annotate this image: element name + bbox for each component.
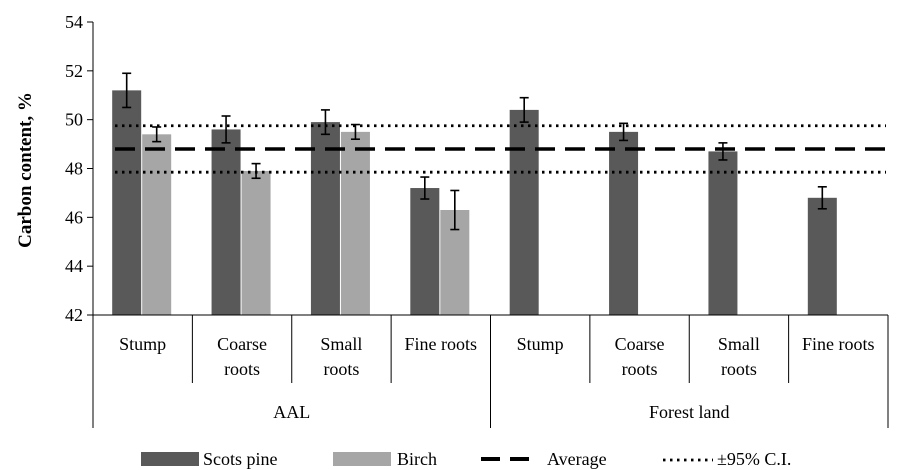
legend: Scots pine Birch Average ±95% C.I.: [141, 449, 791, 469]
legend-swatch-birch: [333, 452, 391, 466]
y-tick-label: 46: [65, 207, 83, 227]
bars: [112, 90, 837, 316]
bar-birch: [142, 134, 172, 315]
x-category-label: Small: [718, 334, 760, 354]
x-category-label: Stump: [119, 334, 166, 354]
x-group-label: Forest land: [649, 402, 730, 422]
bar-scots-pine: [410, 188, 440, 315]
legend-swatch-scots-pine: [141, 452, 199, 466]
x-category-label: Coarse: [217, 334, 267, 354]
y-tick-label: 50: [65, 110, 83, 130]
bar-birch: [241, 170, 271, 315]
x-category-label: Small: [320, 334, 362, 354]
y-tick-label: 48: [65, 159, 83, 179]
legend-label-average: Average: [547, 449, 607, 469]
bar-scots-pine: [310, 122, 340, 315]
y-axis-label: Carbon content, %: [15, 92, 36, 248]
legend-label-scots-pine: Scots pine: [203, 449, 278, 469]
y-axis: 42 44 46 48 50 52 54: [65, 12, 94, 325]
bar-scots-pine: [609, 131, 639, 315]
error-bars: [122, 72, 827, 231]
legend-label-ci: ±95% C.I.: [717, 449, 791, 469]
bar-scots-pine: [807, 197, 837, 315]
legend-label-birch: Birch: [397, 449, 437, 469]
x-category-label: Fine roots: [802, 334, 875, 354]
x-category-label: Stump: [517, 334, 564, 354]
x-category-label: roots: [323, 359, 359, 379]
x-category-label: roots: [721, 359, 757, 379]
bar-scots-pine: [211, 129, 241, 315]
bar-scots-pine: [708, 151, 738, 315]
bar-birch: [340, 131, 370, 315]
y-tick-label: 44: [65, 256, 83, 276]
x-category-label: roots: [622, 359, 658, 379]
y-tick-label: 54: [65, 12, 83, 32]
bar-scots-pine: [509, 109, 539, 316]
reference-lines: [115, 124, 886, 174]
x-axis: Stump Coarse roots Small roots Fine roots Stum…: [92, 314, 889, 428]
bar-scots-pine: [112, 90, 142, 315]
y-tick-label: 52: [65, 61, 83, 81]
y-tick-label: 42: [65, 305, 83, 325]
x-category-label: Fine roots: [405, 334, 478, 354]
x-category-label: Coarse: [615, 334, 665, 354]
x-category-label: roots: [224, 359, 260, 379]
x-group-label: AAL: [273, 402, 310, 422]
